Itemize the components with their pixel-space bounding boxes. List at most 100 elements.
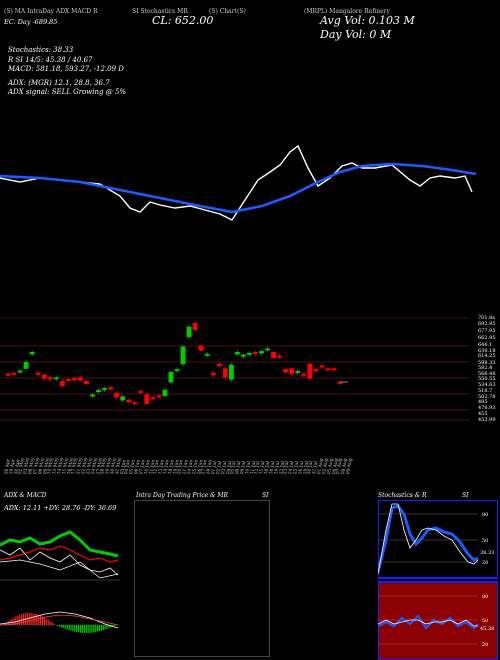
macd-bar (5, 622, 7, 625)
macd-bar (93, 625, 95, 633)
candle (168, 371, 174, 383)
intraday-panel-title: Intra Day Trading Price & MR (136, 492, 229, 499)
candle (216, 363, 222, 367)
grid-lines (0, 317, 470, 421)
candle (319, 365, 325, 368)
candle (41, 374, 47, 379)
macd-bar (79, 625, 82, 633)
macd-bar (85, 625, 87, 633)
header-title-3: (S) Chart(S) (209, 8, 246, 15)
candle (77, 377, 83, 381)
stoch-scale-50: 50 (482, 538, 488, 544)
candle (108, 387, 114, 390)
candle (29, 352, 35, 355)
macd-bar (30, 613, 32, 625)
candle (120, 396, 126, 401)
candle (289, 368, 295, 375)
intraday-panel (134, 500, 270, 657)
macd-bar (45, 618, 47, 625)
price-scale-label: 598.33 (478, 360, 496, 366)
macd-bar (47, 619, 49, 625)
macd-bar (112, 625, 114, 627)
adx-values-text: ADX: 12.11 +DY: 28.76 -DY: 36.69 (3, 504, 116, 512)
stoch-panel-title: Stochastics & R (378, 492, 427, 499)
avg-volume: Avg Vol: 0.103 M (320, 14, 415, 27)
rsi-scale-80: 80 (482, 594, 488, 600)
candle (23, 361, 29, 369)
minus-di-line (0, 545, 119, 563)
macd-bar (38, 614, 40, 625)
rsi-value: R SI 14/5: 45.38 / 40.67 (8, 55, 93, 64)
candle (144, 394, 150, 405)
candle (174, 369, 180, 372)
price-scale-label: 566.48 (478, 371, 496, 377)
stoch-k-label: 38.33 (480, 550, 494, 556)
candle (17, 370, 23, 373)
day-change: EC. Day -689.85 (4, 18, 58, 26)
price-scale-label: 502.78 (478, 394, 496, 400)
candle (247, 352, 252, 355)
rsi-scale-50: 50 (482, 618, 488, 624)
candle (102, 388, 108, 391)
candle (277, 355, 283, 358)
macd-bar (97, 625, 99, 632)
candle (132, 402, 138, 405)
candle (114, 392, 120, 398)
candle (204, 353, 210, 356)
stoch-panel-si: SI (462, 492, 469, 499)
macd-bar (104, 625, 106, 630)
candle (126, 399, 132, 403)
stoch-rsi-panel: 80 50 20 38.33 80 50 20 45.38 (378, 500, 498, 660)
candle (59, 380, 65, 386)
macd-bar (43, 617, 45, 625)
rsi-scale-20: 20 (482, 642, 488, 648)
adx-panel-title: ADX & MACD (4, 492, 47, 499)
rsi-line (378, 614, 479, 630)
adx-thin-line (0, 559, 119, 579)
candle (180, 346, 186, 365)
candle (156, 395, 162, 398)
plus-di-line (0, 547, 119, 576)
macd-bar (100, 625, 102, 631)
price-scale-label: 582.4 (478, 365, 493, 371)
adx-green-line (0, 530, 119, 558)
adx-signal: ADX signal: SELL Growing @ 5% (8, 88, 127, 96)
stoch-scale-20: 20 (482, 560, 488, 566)
candle (234, 352, 240, 355)
candle (265, 348, 271, 351)
macd-bar (98, 625, 101, 632)
macd-bar (72, 625, 74, 632)
adx-value: ADX: (MGR) 12.1, 28.8, 36.7 (8, 78, 110, 87)
candle (150, 397, 156, 400)
macd-bar (11, 618, 13, 625)
stoch-scale-80: 80 (482, 512, 488, 518)
candle (35, 372, 41, 375)
macd-bar (89, 625, 91, 633)
price-scale-label: 518.7 (478, 388, 493, 394)
macd-bar (91, 625, 93, 633)
macd-bar (17, 615, 19, 625)
header-title-1: (S) MA IntraDay ADX MACD R (4, 8, 98, 15)
macd-bar (114, 625, 116, 626)
macd-bar (59, 625, 61, 627)
candle (138, 390, 144, 393)
indicator-block: Stochastics: 38.33 R SI 14/5: 45.38 / 40… (8, 46, 126, 98)
rsi-value-label: 45.38 (480, 626, 494, 632)
macd-bar (74, 625, 76, 632)
price-scale-label: 630.18 (478, 348, 496, 354)
price-scale-label: 701.8s (478, 315, 495, 321)
close-price: CL: 652.00 (152, 14, 214, 27)
candle (307, 363, 313, 379)
macd-bar (108, 625, 110, 629)
price-scale-label: 455 (478, 411, 488, 417)
price-scale-label: 646.1 (478, 342, 493, 348)
candle (53, 377, 59, 380)
candle (325, 368, 331, 371)
candle (331, 368, 337, 371)
candle (240, 354, 246, 357)
ema-line (0, 162, 477, 214)
candle (271, 352, 277, 358)
candle (47, 377, 53, 380)
candle (210, 372, 216, 376)
candle (192, 323, 198, 330)
